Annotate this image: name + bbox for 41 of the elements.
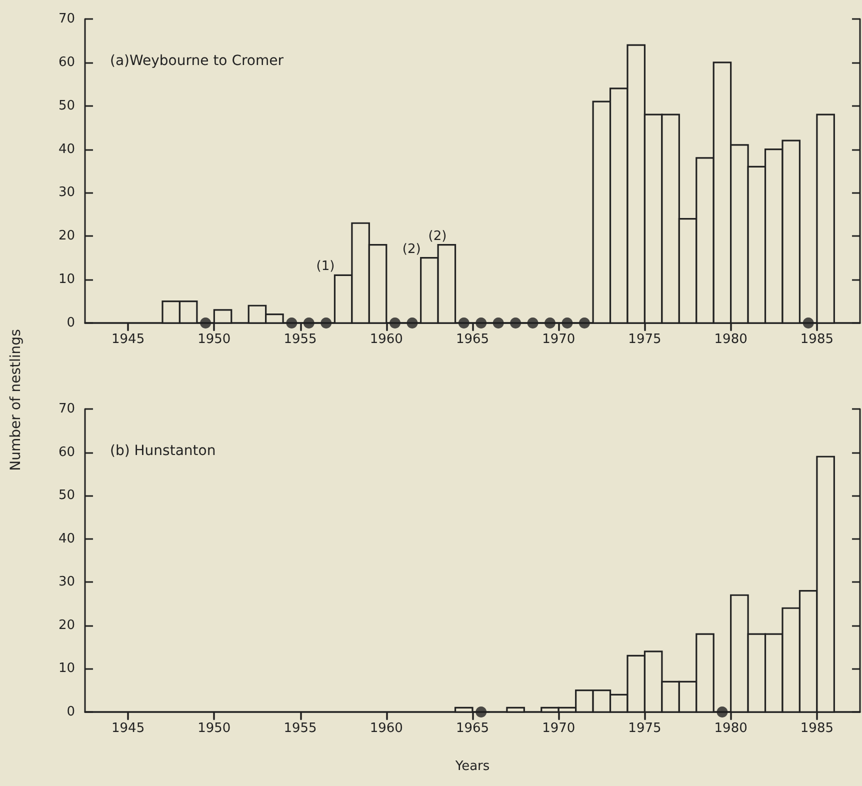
x-tick-label: 1980 xyxy=(714,721,748,736)
x-tick-label: 1960 xyxy=(370,721,403,736)
y-tick-label: 20 xyxy=(58,228,75,244)
x-tick-label: 1965 xyxy=(456,332,490,347)
x-tick-label: 1945 xyxy=(112,332,145,347)
y-tick-label: 30 xyxy=(58,185,75,200)
x-tick-label: 1975 xyxy=(628,332,662,347)
x-tick-label: 1960 xyxy=(370,332,403,347)
annotation: (2) xyxy=(428,228,447,244)
x-tick-label: 1965 xyxy=(456,721,490,736)
y-axis-title: Number of nestlings xyxy=(8,329,24,471)
y-tick-label: 10 xyxy=(58,272,75,288)
annotation: (2) xyxy=(402,242,421,257)
x-axis-title: Years xyxy=(454,759,490,774)
y-tick-label: 0 xyxy=(66,316,75,330)
y-tick-label: 60 xyxy=(58,54,75,70)
y-tick-label: 0 xyxy=(66,704,75,720)
x-tick-label: 1945 xyxy=(112,721,145,736)
x-tick-label: 1955 xyxy=(284,332,317,347)
text: (b) Hunstanton xyxy=(110,443,216,459)
y-tick-label: 60 xyxy=(58,444,75,460)
x-tick-label: 1980 xyxy=(714,332,748,347)
y-tick-label: 20 xyxy=(58,618,75,633)
y-tick-label: 10 xyxy=(58,661,75,676)
y-tick-label: 40 xyxy=(58,142,75,157)
x-tick-label: 1955 xyxy=(284,721,317,736)
x-tick-label: 1950 xyxy=(198,332,231,347)
x-tick-label: 1985 xyxy=(800,721,834,736)
x-tick-label: 1970 xyxy=(542,332,576,347)
y-tick-label: 70 xyxy=(58,402,75,416)
annotation: (1) xyxy=(316,259,335,274)
x-tick-label: 1985 xyxy=(800,332,834,347)
x-tick-label: 1975 xyxy=(628,721,662,736)
y-tick-label: 70 xyxy=(58,12,75,26)
x-tick-label: 1950 xyxy=(198,721,231,736)
y-tick-label: 30 xyxy=(58,574,75,590)
y-tick-label: 50 xyxy=(58,488,75,504)
y-tick-label: 50 xyxy=(58,98,75,114)
text: (a)Weybourne to Cromer xyxy=(110,53,284,69)
x-tick-label: 1970 xyxy=(542,721,576,736)
y-tick-label: 40 xyxy=(58,531,75,546)
